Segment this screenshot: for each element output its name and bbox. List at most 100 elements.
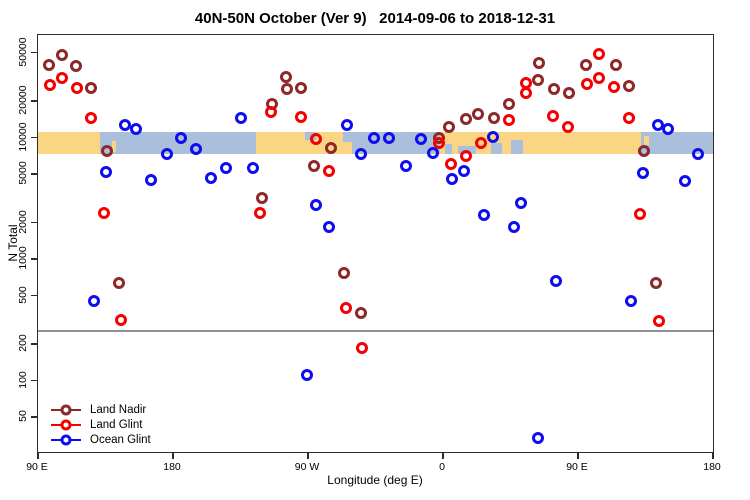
data-point-land-glint	[356, 341, 368, 354]
legend-item: Land Glint	[51, 417, 151, 432]
legend-circle-icon	[60, 404, 72, 415]
data-point-ocean-glint	[144, 173, 157, 186]
x-tick-label: 90 E	[26, 461, 48, 473]
y-tick	[31, 416, 37, 418]
data-point-ocean-glint	[300, 369, 313, 382]
data-point-land-glint	[503, 114, 515, 127]
data-point-land-glint	[98, 207, 110, 220]
data-point-land-nadir	[533, 56, 545, 69]
data-point-land-glint	[474, 136, 487, 149]
y-tick	[31, 173, 37, 175]
y-tick	[31, 343, 37, 345]
legend-item: Land Nadir	[51, 402, 151, 417]
data-point-land-glint	[309, 132, 322, 145]
band-patch-ocean	[491, 142, 502, 154]
data-point-land-glint	[114, 314, 127, 327]
data-point-ocean-glint	[458, 165, 470, 178]
data-point-land-glint	[84, 112, 97, 125]
y-tick	[31, 294, 37, 297]
data-point-ocean-glint	[477, 209, 490, 222]
data-point-ocean-glint	[161, 147, 173, 160]
data-point-land-nadir	[56, 49, 68, 62]
y-tick	[31, 379, 37, 382]
reference-line	[38, 330, 713, 333]
data-point-land-nadir	[579, 58, 592, 71]
data-point-land-nadir	[101, 144, 113, 157]
data-point-ocean-glint	[678, 175, 691, 188]
data-point-ocean-glint	[246, 162, 259, 175]
data-point-land-nadir	[255, 191, 268, 204]
x-tick	[442, 453, 444, 459]
data-point-land-glint	[56, 72, 68, 84]
data-point-ocean-glint	[662, 123, 674, 136]
band-patch-ocean	[444, 144, 452, 154]
y-tick	[31, 221, 37, 224]
band-patch-land	[111, 140, 116, 152]
data-point-ocean-glint	[119, 119, 131, 132]
data-point-land-nadir	[503, 97, 515, 110]
data-point-land-nadir	[84, 82, 97, 95]
data-point-land-nadir	[471, 107, 484, 120]
legend-marker-icon	[51, 419, 81, 431]
y-tick-label: 1000	[17, 246, 29, 270]
data-point-land-glint	[71, 82, 83, 95]
data-point-land-nadir	[638, 144, 650, 157]
data-point-land-glint	[294, 111, 307, 124]
data-point-ocean-glint	[99, 166, 112, 179]
legend-circle-icon	[60, 434, 72, 445]
chart-title: 40N-50N October (Ver 9) 2014-09-06 to 20…	[194, 10, 556, 27]
band-patch-ocean	[342, 131, 355, 142]
data-point-land-nadir	[279, 71, 292, 84]
data-point-land-nadir	[488, 112, 500, 125]
legend-label: Land Glint	[90, 418, 143, 431]
y-tick	[31, 100, 37, 102]
x-tick-label: 90 E	[566, 461, 588, 473]
data-point-ocean-glint	[189, 142, 202, 155]
y-tick-label: 50000	[17, 37, 29, 67]
data-point-ocean-glint	[651, 119, 664, 132]
data-point-land-glint	[633, 208, 646, 221]
data-point-ocean-glint	[87, 294, 100, 307]
data-point-land-nadir	[308, 160, 320, 173]
data-point-land-glint	[459, 149, 472, 162]
data-point-ocean-glint	[624, 294, 637, 307]
x-tick-label: 180	[163, 461, 181, 473]
data-point-ocean-glint	[341, 119, 353, 132]
data-point-land-nadir	[459, 113, 472, 126]
data-point-land-glint	[653, 315, 665, 328]
data-point-land-glint	[561, 120, 574, 133]
data-point-land-nadir	[294, 82, 307, 95]
y-tick-label: 20000	[17, 85, 29, 115]
x-tick-label: 90 W	[294, 461, 320, 473]
x-axis-title: Longitude (deg E)	[327, 473, 423, 487]
y-tick-label: 200	[17, 334, 29, 353]
y-tick	[31, 136, 37, 139]
data-point-land-nadir	[324, 142, 337, 155]
data-point-land-glint	[593, 72, 605, 84]
x-tick	[307, 453, 309, 459]
data-point-ocean-glint	[309, 198, 322, 211]
data-point-ocean-glint	[399, 160, 412, 173]
data-point-land-glint	[593, 47, 605, 60]
data-point-land-glint	[444, 157, 457, 170]
x-tick-label: 180	[703, 461, 721, 473]
legend-item: Ocean Glint	[51, 432, 151, 447]
data-point-land-glint	[608, 81, 620, 94]
plot-area	[37, 34, 714, 453]
data-point-ocean-glint	[692, 147, 704, 160]
data-point-land-nadir	[281, 83, 293, 96]
data-point-land-nadir	[42, 58, 55, 71]
band-patch-land	[644, 136, 649, 146]
data-point-ocean-glint	[507, 220, 520, 233]
data-point-ocean-glint	[426, 146, 439, 159]
legend-marker-icon	[51, 404, 81, 416]
data-point-land-glint	[44, 79, 56, 92]
data-point-land-glint	[581, 78, 593, 91]
data-point-land-nadir	[443, 121, 455, 134]
x-tick-label: 0	[439, 461, 445, 473]
y-tick	[31, 258, 37, 260]
data-point-land-nadir	[69, 59, 82, 72]
x-tick	[577, 453, 579, 459]
data-point-land-nadir	[548, 83, 560, 96]
data-point-land-glint	[519, 86, 532, 99]
